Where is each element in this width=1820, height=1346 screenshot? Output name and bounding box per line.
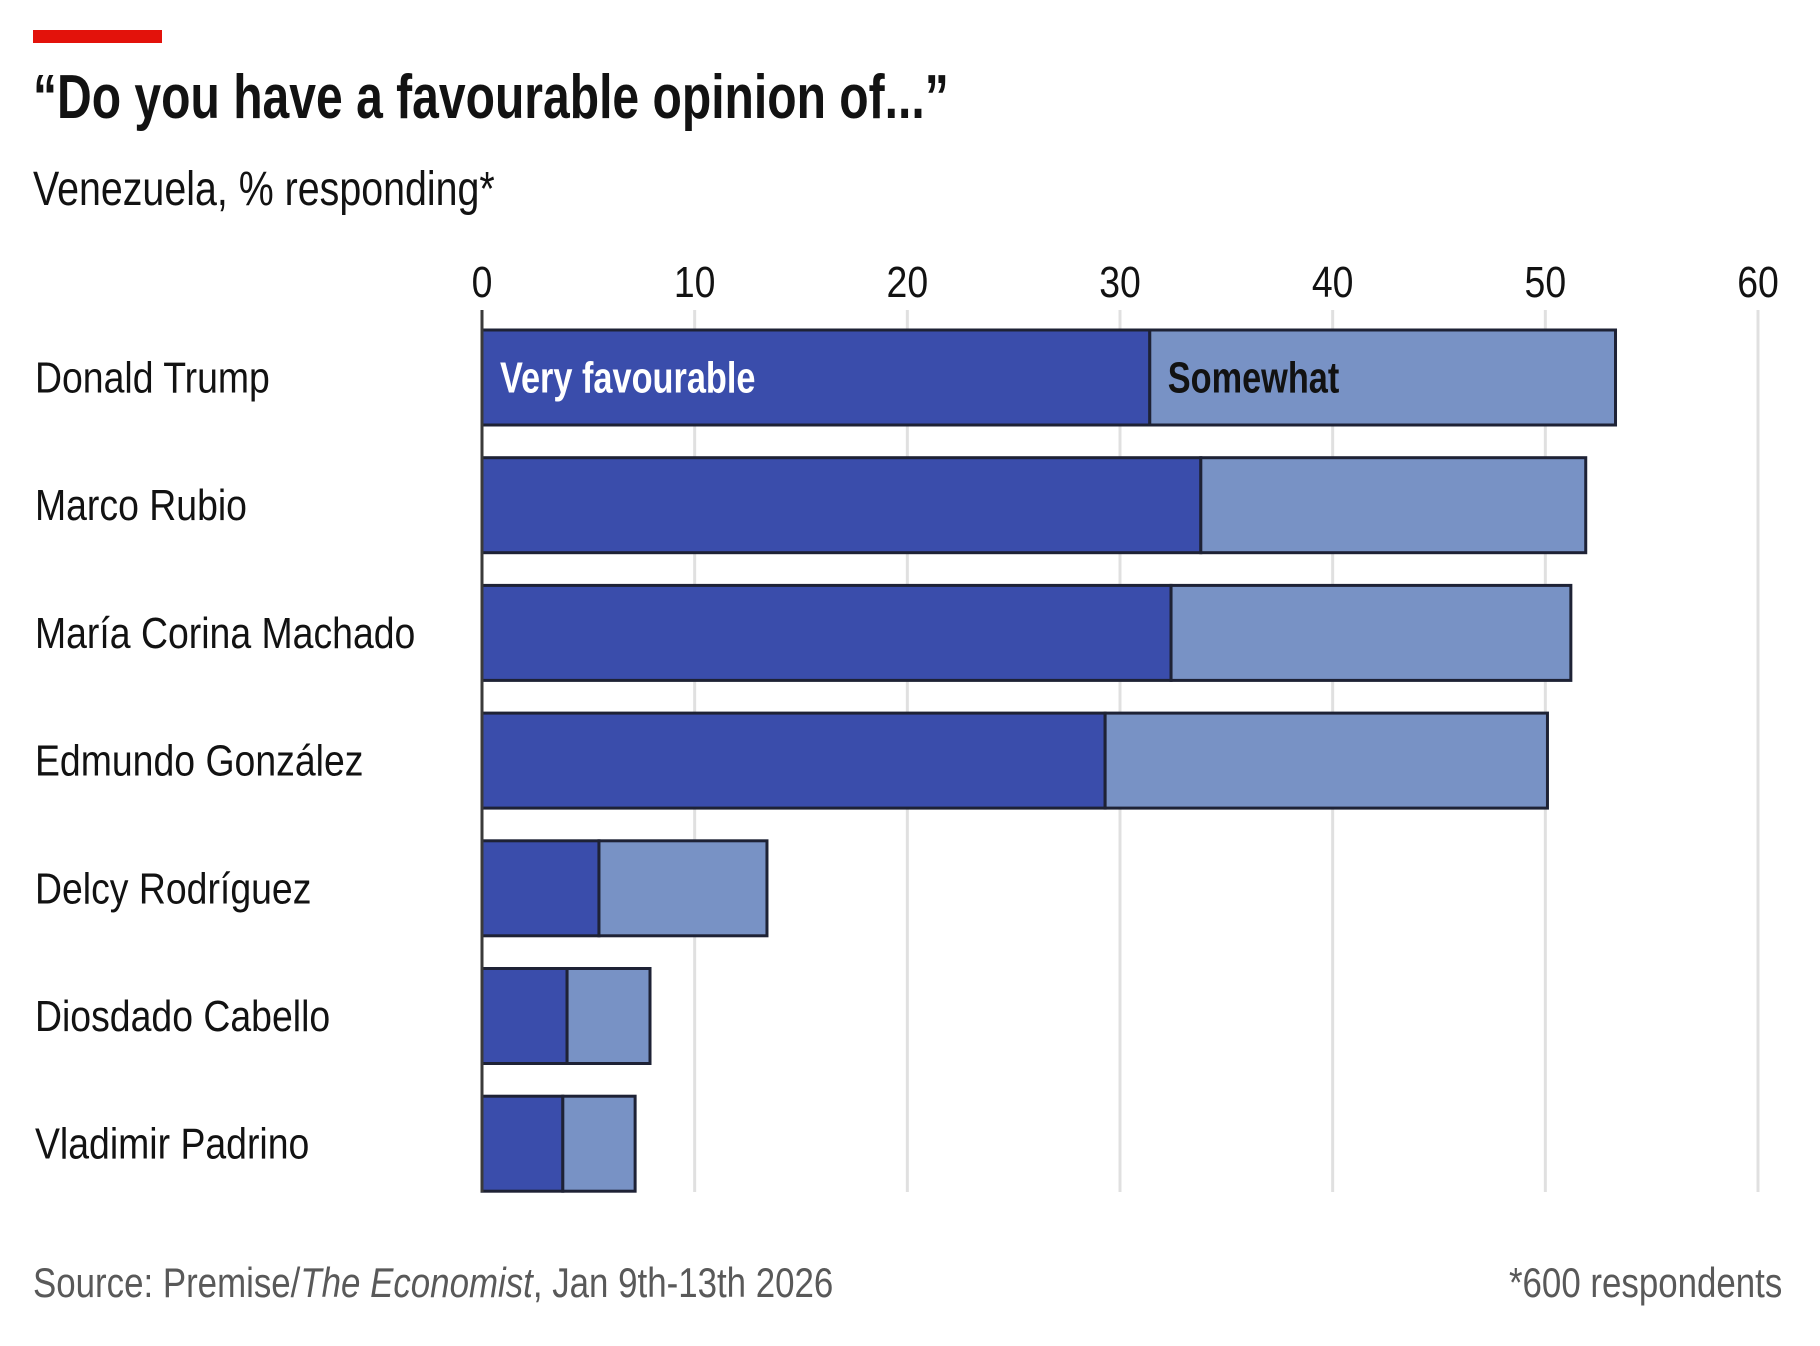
category-label: Diosdado Cabello xyxy=(35,991,330,1041)
bar-very-favourable xyxy=(480,328,1152,427)
category-label: Vladimir Padrino xyxy=(35,1119,309,1169)
x-tick-label: 40 xyxy=(1312,257,1354,307)
x-tick-label: 50 xyxy=(1525,257,1567,307)
chart-subtitle: Venezuela, % responding* xyxy=(33,162,596,218)
bar-very-favourable xyxy=(480,583,1173,682)
bar-somewhat xyxy=(1148,328,1618,427)
chart-title: “Do you have a favourable opinion of...” xyxy=(33,63,1215,133)
category-labels: Donald Trump Marco Rubio María Corina Mach… xyxy=(35,353,415,1169)
x-tick-label: 0 xyxy=(472,257,493,307)
chart-subtitle-text: Venezuela, % responding* xyxy=(33,163,495,216)
bar-very-favourable xyxy=(480,1094,565,1193)
bar-very-favourable xyxy=(480,839,601,938)
bars xyxy=(480,328,1618,1193)
legend: Very favourable Somewhat xyxy=(500,353,1339,402)
category-label: Donald Trump xyxy=(35,353,270,403)
bar-very-favourable xyxy=(480,967,569,1065)
category-label: Edmundo González xyxy=(35,736,363,786)
legend-label-somewhat: Somewhat xyxy=(1168,353,1340,402)
source-suffix: , Jan 9th-13th 2026 xyxy=(532,1259,834,1306)
source-note: Source: Premise/The Economist, Jan 9th-1… xyxy=(33,1259,997,1307)
bar-somewhat xyxy=(1169,583,1573,682)
x-tick-label: 60 xyxy=(1737,257,1779,307)
bar-somewhat xyxy=(565,967,652,1065)
respondents-note: *600 respondents xyxy=(1453,1259,1782,1307)
category-label: María Corina Machado xyxy=(35,608,415,658)
bar-somewhat xyxy=(1199,456,1588,555)
category-label: Delcy Rodríguez xyxy=(35,863,311,913)
bar-very-favourable xyxy=(480,456,1203,555)
x-tick-label: 10 xyxy=(674,257,716,307)
x-tick-label: 30 xyxy=(1099,257,1141,307)
respondents-note-text: *600 respondents xyxy=(1508,1259,1782,1306)
accent-rule xyxy=(33,30,162,43)
bar-somewhat xyxy=(1103,711,1549,810)
bar-somewhat xyxy=(561,1094,637,1193)
source-prefix: Source: Premise/ xyxy=(33,1259,301,1306)
bar-very-favourable xyxy=(480,711,1107,810)
x-tick-labels: 0 10 20 30 40 50 60 xyxy=(472,257,1779,307)
chart-title-text: “Do you have a favourable opinion of...” xyxy=(33,63,949,132)
x-tick-label: 20 xyxy=(887,257,929,307)
bar-somewhat xyxy=(597,839,769,938)
category-label: Marco Rubio xyxy=(35,480,247,530)
source-publication: The Economist xyxy=(300,1259,533,1306)
legend-label-very-favourable: Very favourable xyxy=(500,353,755,402)
